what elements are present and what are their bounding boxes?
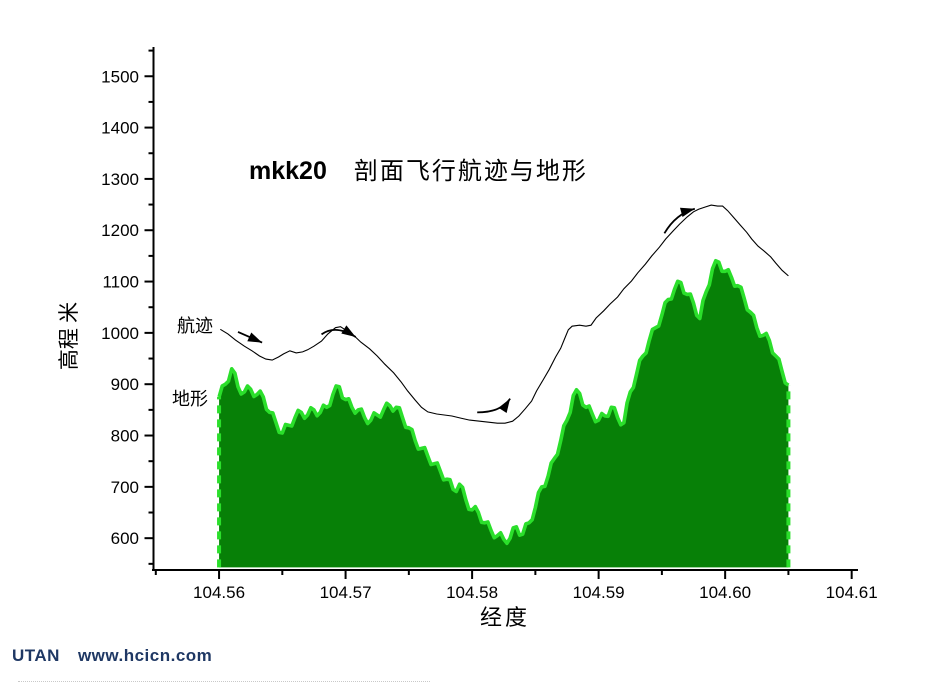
trajectory-series-label: 航迹	[177, 316, 213, 336]
y-tick-label: 1000	[101, 324, 139, 343]
chart-title-text: 剖面飞行航迹与地形	[353, 159, 588, 185]
footer-reflection-line	[18, 681, 430, 682]
x-tick-label: 104.56	[193, 583, 245, 602]
x-tick-label: 104.59	[573, 583, 625, 602]
x-tick-label: 104.61	[826, 583, 878, 602]
x-tick-label: 104.57	[320, 583, 372, 602]
y-tick-label: 800	[111, 427, 139, 446]
chart-title-code: mkk20	[249, 157, 327, 185]
x-tick-label: 104.58	[446, 583, 498, 602]
watermark-brand: UTAN	[12, 646, 60, 665]
flight-direction-arrowhead-icon	[498, 398, 511, 413]
flight-direction-arrowhead-icon	[247, 332, 263, 343]
terrain-edge	[217, 259, 790, 546]
watermark-site: www.hcicn.com	[77, 646, 213, 665]
y-tick-label: 900	[111, 375, 139, 394]
watermark-footer: UTAN www.hcicn.com	[12, 646, 212, 666]
y-tick-label: 1500	[101, 67, 139, 86]
y-tick-label: 1300	[101, 170, 139, 189]
flight-direction-arrowhead-icon	[680, 207, 695, 217]
y-axis-title: 高程 米	[57, 301, 81, 371]
x-axis-title: 经度	[479, 605, 530, 630]
flight-direction-arrowhead-icon	[341, 325, 356, 337]
y-tick-label: 1200	[101, 221, 139, 240]
flight-direction-arrow-tail	[663, 207, 696, 234]
x-tick-label: 104.60	[699, 583, 751, 602]
chart-title: mkk20 剖面飞行航迹与地形	[249, 151, 588, 186]
trajectory-line	[220, 204, 789, 424]
y-tick-label: 600	[111, 529, 139, 548]
y-tick-label: 1100	[102, 273, 139, 292]
y-tick-label: 700	[111, 478, 139, 497]
terrain-series-label: 地形	[172, 389, 208, 409]
y-tick-label: 1400	[101, 119, 139, 138]
terrain-area	[219, 260, 789, 568]
